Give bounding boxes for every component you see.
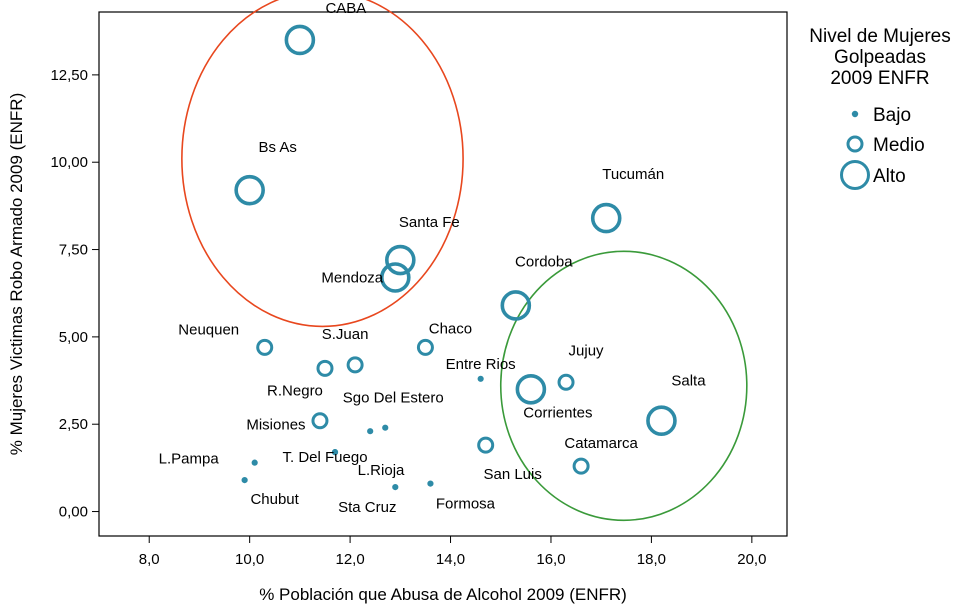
legend-label-bajo: Bajo: [873, 105, 911, 126]
data-point: [251, 459, 258, 466]
point-label: Corrientes: [523, 404, 592, 421]
data-point: [284, 24, 316, 56]
x-tick-label: 8,0: [139, 551, 160, 568]
point-label: Tucumán: [602, 166, 664, 183]
annotation-ellipse-1: [181, 0, 464, 328]
point-label: San Luis: [483, 466, 541, 483]
x-tick-label: 20,0: [737, 551, 766, 568]
x-tick-label: 10,0: [235, 551, 264, 568]
annotation-layer: [181, 0, 748, 522]
data-point: [515, 373, 547, 405]
y-tick-label: 5,00: [59, 329, 88, 346]
data-point: [346, 356, 364, 374]
legend-marker-medio: [846, 135, 864, 153]
data-point: [379, 262, 411, 293]
data-point: [427, 480, 434, 487]
data-points: [234, 24, 677, 491]
y-tick-label: 2,50: [59, 416, 88, 433]
y-tick-label: 0,00: [59, 504, 88, 521]
point-label: Sgo Del Estero: [343, 390, 444, 407]
legend-title: Nivel de Mujeres Golpeadas 2009 ENFR: [796, 26, 964, 89]
x-axis-label: % Población que Abusa de Alcohol 2009 (E…: [259, 585, 627, 604]
legend-title-line-3: 2009 ENFR: [830, 68, 930, 89]
point-label: T. Del Fuego: [283, 449, 368, 466]
data-point: [477, 375, 484, 382]
point-label: CABA: [325, 0, 366, 17]
data-point: [234, 174, 265, 206]
point-label: R.Negro: [267, 382, 323, 399]
point-label: Catamarca: [564, 435, 638, 452]
point-label: Mendoza: [321, 269, 383, 286]
data-point: [500, 290, 532, 321]
y-axis: 0,00 2,50 5,00 7,50 10,00 12,50: [50, 67, 99, 521]
point-label: Neuquen: [178, 321, 239, 338]
annotation-ellipse-2: [499, 250, 748, 522]
legend-title-line-2: Golpeadas: [834, 47, 926, 68]
data-point: [416, 338, 434, 356]
point-label: Santa Fe: [399, 214, 460, 231]
x-tick-label: 18,0: [637, 551, 666, 568]
point-label: L.Pampa: [159, 451, 220, 468]
data-point: [316, 359, 334, 377]
legend-label-medio: Medio: [873, 135, 925, 156]
point-labels: CABA Bs As Tucumán Santa Fe Mendoza Cordoba Ne…: [159, 0, 707, 516]
x-tick-label: 14,0: [436, 551, 465, 568]
data-point: [590, 202, 622, 234]
point-label: Formosa: [436, 496, 496, 513]
legend-title-line-1: Nivel de Mujeres: [809, 26, 951, 47]
point-label: Chubut: [250, 491, 299, 508]
data-point: [241, 477, 248, 484]
data-point: [367, 428, 374, 435]
data-point: [477, 436, 495, 454]
data-point: [392, 483, 399, 491]
data-point: [331, 449, 339, 456]
data-point: [646, 405, 677, 437]
data-point: [572, 457, 590, 475]
data-point: [557, 373, 575, 391]
y-tick-label: 12,50: [50, 67, 88, 84]
point-label: Cordoba: [515, 253, 573, 270]
data-point: [256, 338, 274, 356]
point-label: Jujuy: [569, 342, 605, 359]
data-point: [382, 424, 389, 431]
x-tick-label: 16,0: [536, 551, 565, 568]
point-label: Bs As: [258, 139, 296, 156]
point-label: Chaco: [429, 320, 472, 337]
point-label: Misiones: [246, 417, 305, 434]
legend-marker-alto: [840, 160, 870, 190]
legend-label-alto: Alto: [873, 166, 906, 187]
x-tick-label: 12,0: [335, 551, 364, 568]
plot-area-frame: [98, 11, 788, 537]
data-point: [385, 244, 416, 276]
y-axis-label: % Mujeres Victimas Robo Armado 2009 (ENF…: [7, 93, 26, 456]
x-axis: 8,0 10,0 12,0 14,0 16,0 18,0 20,0: [139, 536, 766, 568]
point-label: L.Rioja: [358, 462, 405, 479]
point-label: Salta: [671, 373, 706, 390]
legend: Bajo Medio Alto: [840, 105, 925, 190]
legend-marker-bajo: [851, 110, 859, 118]
point-label: S.Juan: [322, 326, 369, 343]
y-tick-label: 10,00: [50, 154, 88, 171]
point-label: Sta Cruz: [338, 499, 396, 516]
y-tick-label: 7,50: [59, 242, 88, 259]
data-point: [311, 412, 329, 430]
point-label: Entre Rios: [446, 356, 516, 373]
